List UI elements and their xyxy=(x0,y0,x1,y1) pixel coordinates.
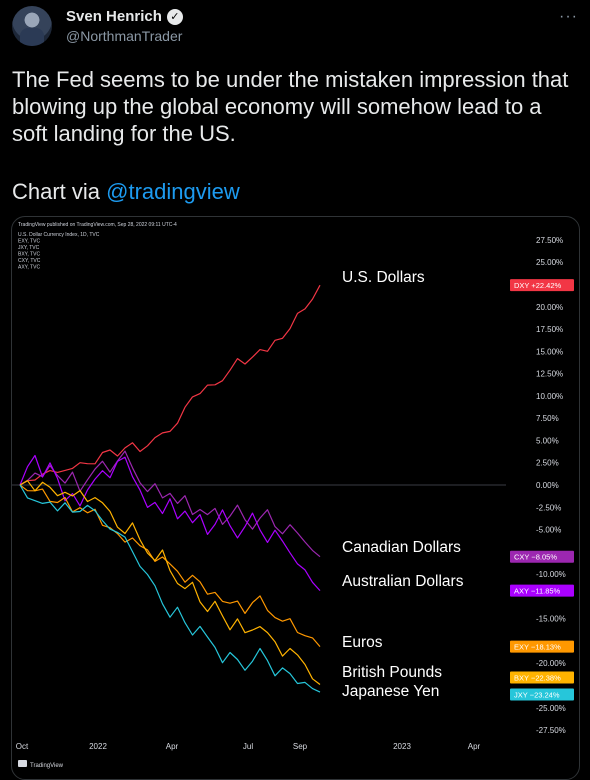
avatar[interactable] xyxy=(12,6,52,46)
y-tick-label: 7.50% xyxy=(536,414,559,423)
y-tick-label: 12.50% xyxy=(536,370,563,379)
chart-brand-label: TradingView xyxy=(30,763,64,769)
y-tick-label: 15.00% xyxy=(536,347,563,356)
tradingview-mention-link[interactable]: @tradingview xyxy=(106,179,240,204)
y-tick-label: -5.00% xyxy=(536,526,561,535)
y-tick-label: 25.00% xyxy=(536,258,563,267)
chart-credit-prefix: Chart via xyxy=(12,179,107,204)
y-tick-label: -20.00% xyxy=(536,659,566,668)
x-tick-label: Sep xyxy=(293,742,308,751)
chart-symbol-label: AXY, TVC xyxy=(18,265,40,271)
series-line-dxy xyxy=(19,284,321,486)
y-tick-label: -27.50% xyxy=(536,726,566,735)
series-name-label: British Pounds xyxy=(342,664,442,681)
series-badge xyxy=(510,584,574,597)
y-tick-label: -15.00% xyxy=(536,615,566,624)
chart-symbol-label: BXY, TVC xyxy=(18,252,40,258)
y-tick-label: 17.50% xyxy=(536,325,563,334)
author-handle[interactable]: @NorthmanTrader xyxy=(66,28,183,44)
currency-chart: TradingView published on TradingView.com… xyxy=(12,222,574,769)
series-name-label: Euros xyxy=(342,634,383,651)
x-tick-label: 2023 xyxy=(393,742,411,751)
author-display-name[interactable]: Sven Henrich xyxy=(66,8,162,25)
series-name-label: Canadian Dollars xyxy=(342,539,461,556)
series-badge-text: BXY −22.38% xyxy=(514,674,561,683)
series-badge-text: EXY −18.13% xyxy=(514,643,561,652)
y-tick-label: 27.50% xyxy=(536,236,563,245)
series-badge xyxy=(510,279,574,292)
y-tick-label: -10.00% xyxy=(536,570,566,579)
y-tick-label: 10.00% xyxy=(536,392,563,401)
chart-credit: Chart via @tradingview xyxy=(12,178,240,205)
series-badge-text: CXY −8.05% xyxy=(514,553,557,562)
series-name-label: Japanese Yen xyxy=(342,683,439,700)
tweet-header: Sven Henrich ✓ @NorthmanTrader ··· xyxy=(12,6,578,50)
y-tick-label: 2.50% xyxy=(536,459,559,468)
series-name-label: U.S. Dollars xyxy=(342,269,425,286)
series-line-cxy xyxy=(19,450,321,558)
series-badge xyxy=(510,640,574,653)
y-tick-label: -25.00% xyxy=(536,704,566,713)
y-tick-label: 5.00% xyxy=(536,436,559,445)
series-name-label: Australian Dollars xyxy=(342,573,464,590)
x-tick-label: Jul xyxy=(243,742,253,751)
chart-image[interactable]: TradingView published on TradingView.com… xyxy=(11,216,580,780)
chart-symbol-label: JXY, TVC xyxy=(18,245,40,251)
series-badge xyxy=(510,550,574,563)
x-tick-label: 2022 xyxy=(89,742,107,751)
y-tick-label: 0.00% xyxy=(536,481,559,490)
author-name-row: Sven Henrich ✓ xyxy=(66,8,183,25)
series-badge xyxy=(510,688,574,701)
more-options-icon[interactable]: ··· xyxy=(559,8,578,25)
series-badge-text: DXY +22.42% xyxy=(514,281,562,290)
chart-symbol-label: CXY, TVC xyxy=(18,258,41,264)
x-tick-label: Apr xyxy=(166,742,179,751)
series-line-axy xyxy=(19,454,321,592)
y-tick-label: 20.00% xyxy=(536,303,563,312)
series-line-bxy xyxy=(19,480,321,685)
chart-published-note: TradingView published on TradingView.com… xyxy=(18,222,177,228)
series-badge xyxy=(510,671,574,684)
tweet-text: The Fed seems to be under the mistaken i… xyxy=(12,67,569,146)
series-line-jxy xyxy=(19,484,321,693)
series-badge-text: JXY −23.24% xyxy=(514,690,560,699)
series-badge-text: AXY −11.85% xyxy=(514,587,561,596)
tradingview-logo-icon xyxy=(18,760,27,767)
x-tick-label: Apr xyxy=(468,742,481,751)
x-tick-label: Oct xyxy=(16,742,29,751)
chart-symbol-label: EXY, TVC xyxy=(18,239,40,245)
series-line-exy xyxy=(19,484,321,647)
chart-symbol-label: U.S. Dollar Currency Index, 1D, TVC xyxy=(18,232,100,238)
y-tick-label: -2.50% xyxy=(536,503,561,512)
verified-badge-icon: ✓ xyxy=(166,8,183,25)
